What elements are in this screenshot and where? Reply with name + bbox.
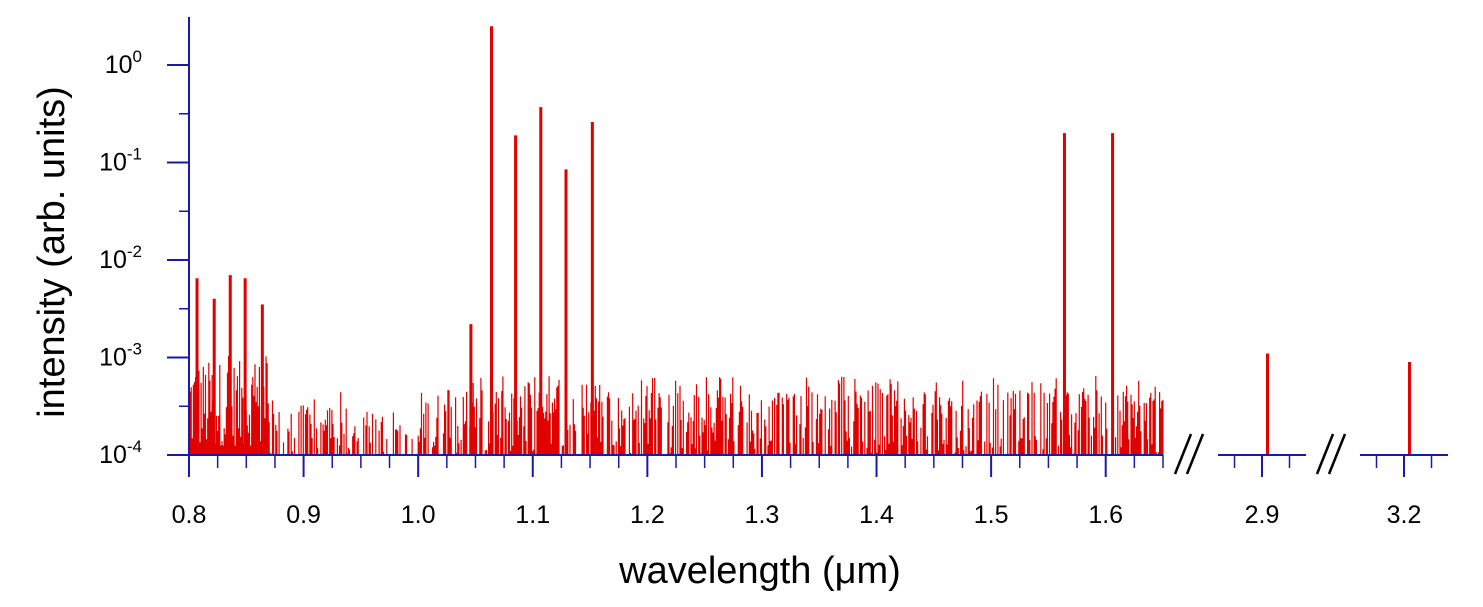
y-tick-label-3: 10-3 <box>99 340 142 372</box>
x-tick-label-2.9: 2.9 <box>1245 501 1280 529</box>
x-tick-label-1.0: 1.0 <box>401 501 436 529</box>
axis-break-1 <box>1315 433 1347 475</box>
axis-break-stroke <box>1327 433 1347 475</box>
x-tick-label-1.2: 1.2 <box>630 501 665 529</box>
axis-break-stroke <box>1185 433 1205 475</box>
x-axis-title: wavelength (μm) <box>618 550 901 592</box>
y-axis-title: intensity (arb. units) <box>31 86 73 418</box>
plot-area <box>188 26 1411 455</box>
x-tick-label-1.3: 1.3 <box>745 501 780 529</box>
x-tick-label-0.8: 0.8 <box>172 501 207 529</box>
y-tick-label-2: 10-2 <box>99 242 142 274</box>
y-tick-label-4: 10-4 <box>99 437 142 469</box>
x-axis: 0.8 0.9 1.0 1.1 1.2 1.3 1.4 1.5 1.6 2.9 3.2 <box>172 433 1448 529</box>
x-tick-label-1.5: 1.5 <box>974 501 1009 529</box>
x-tick-label-1.6: 1.6 <box>1088 501 1123 529</box>
noise-floor <box>188 355 1164 455</box>
x-tick-label-1.4: 1.4 <box>859 501 894 529</box>
x-tick-label-3.2: 3.2 <box>1387 501 1422 529</box>
y-axis: 100 10-1 10-2 10-3 10-4 <box>99 17 190 469</box>
y-tick-label-1: 10-1 <box>99 145 142 177</box>
axis-break-stroke <box>1315 433 1335 475</box>
x-tick-label-1.1: 1.1 <box>515 501 550 529</box>
axis-break-stroke <box>1173 433 1193 475</box>
axis-break-0 <box>1173 433 1205 475</box>
y-tick-label-0: 100 <box>105 47 142 79</box>
x-tick-label-0.9: 0.9 <box>286 501 321 529</box>
